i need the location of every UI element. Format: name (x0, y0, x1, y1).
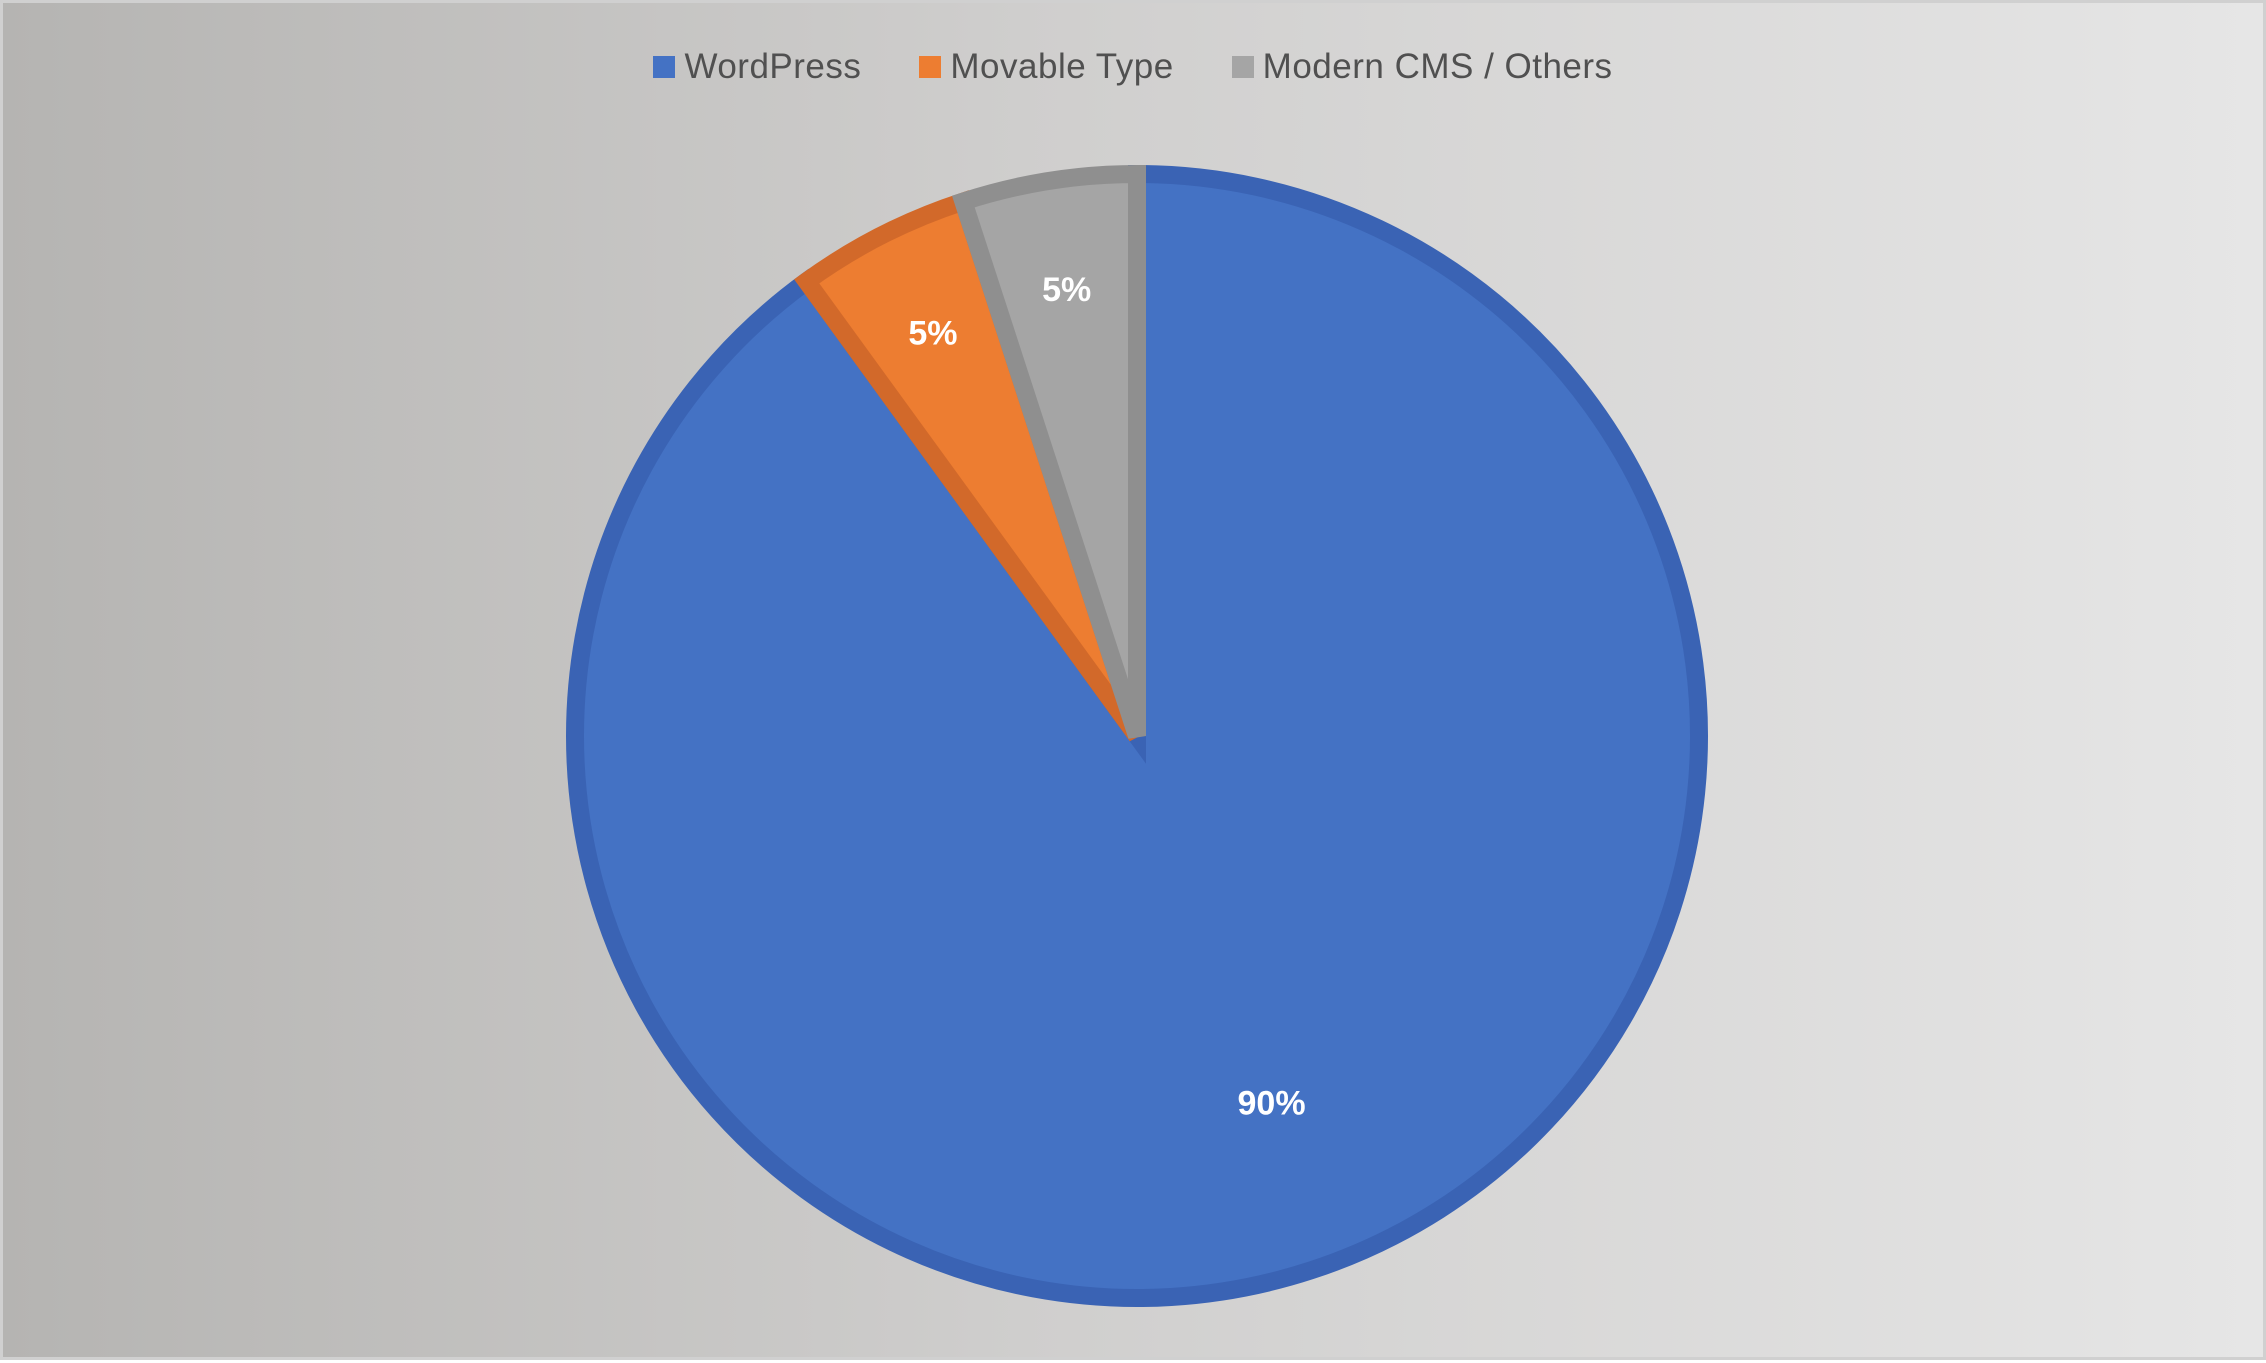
legend-swatch-modern-cms-others (1231, 56, 1254, 78)
pie-chart: 90% 5% 5% (566, 164, 1708, 1307)
data-label-wordpress: 90% (1238, 1085, 1306, 1123)
legend-label-movable-type: Movable Type (950, 47, 1174, 86)
legend-label-wordpress: WordPress (684, 47, 862, 86)
data-label-movable-type: 5% (908, 314, 957, 352)
pie-slice-wordpress[interactable] (566, 164, 1708, 1307)
legend-item-wordpress[interactable]: WordPress (653, 47, 861, 87)
data-label-modern-cms-others: 5% (1042, 271, 1091, 309)
legend-swatch-movable-type (919, 56, 942, 78)
legend-swatch-wordpress (653, 56, 676, 78)
legend-item-movable-type[interactable]: Movable Type (919, 47, 1173, 87)
legend-item-modern-cms-others[interactable]: Modern CMS / Others (1231, 47, 1613, 87)
legend: WordPress Movable Type Modern CMS / Othe… (3, 47, 2263, 87)
legend-label-modern-cms-others: Modern CMS / Others (1262, 47, 1613, 86)
pie-slice-modern-cms-others[interactable] (951, 164, 1146, 739)
